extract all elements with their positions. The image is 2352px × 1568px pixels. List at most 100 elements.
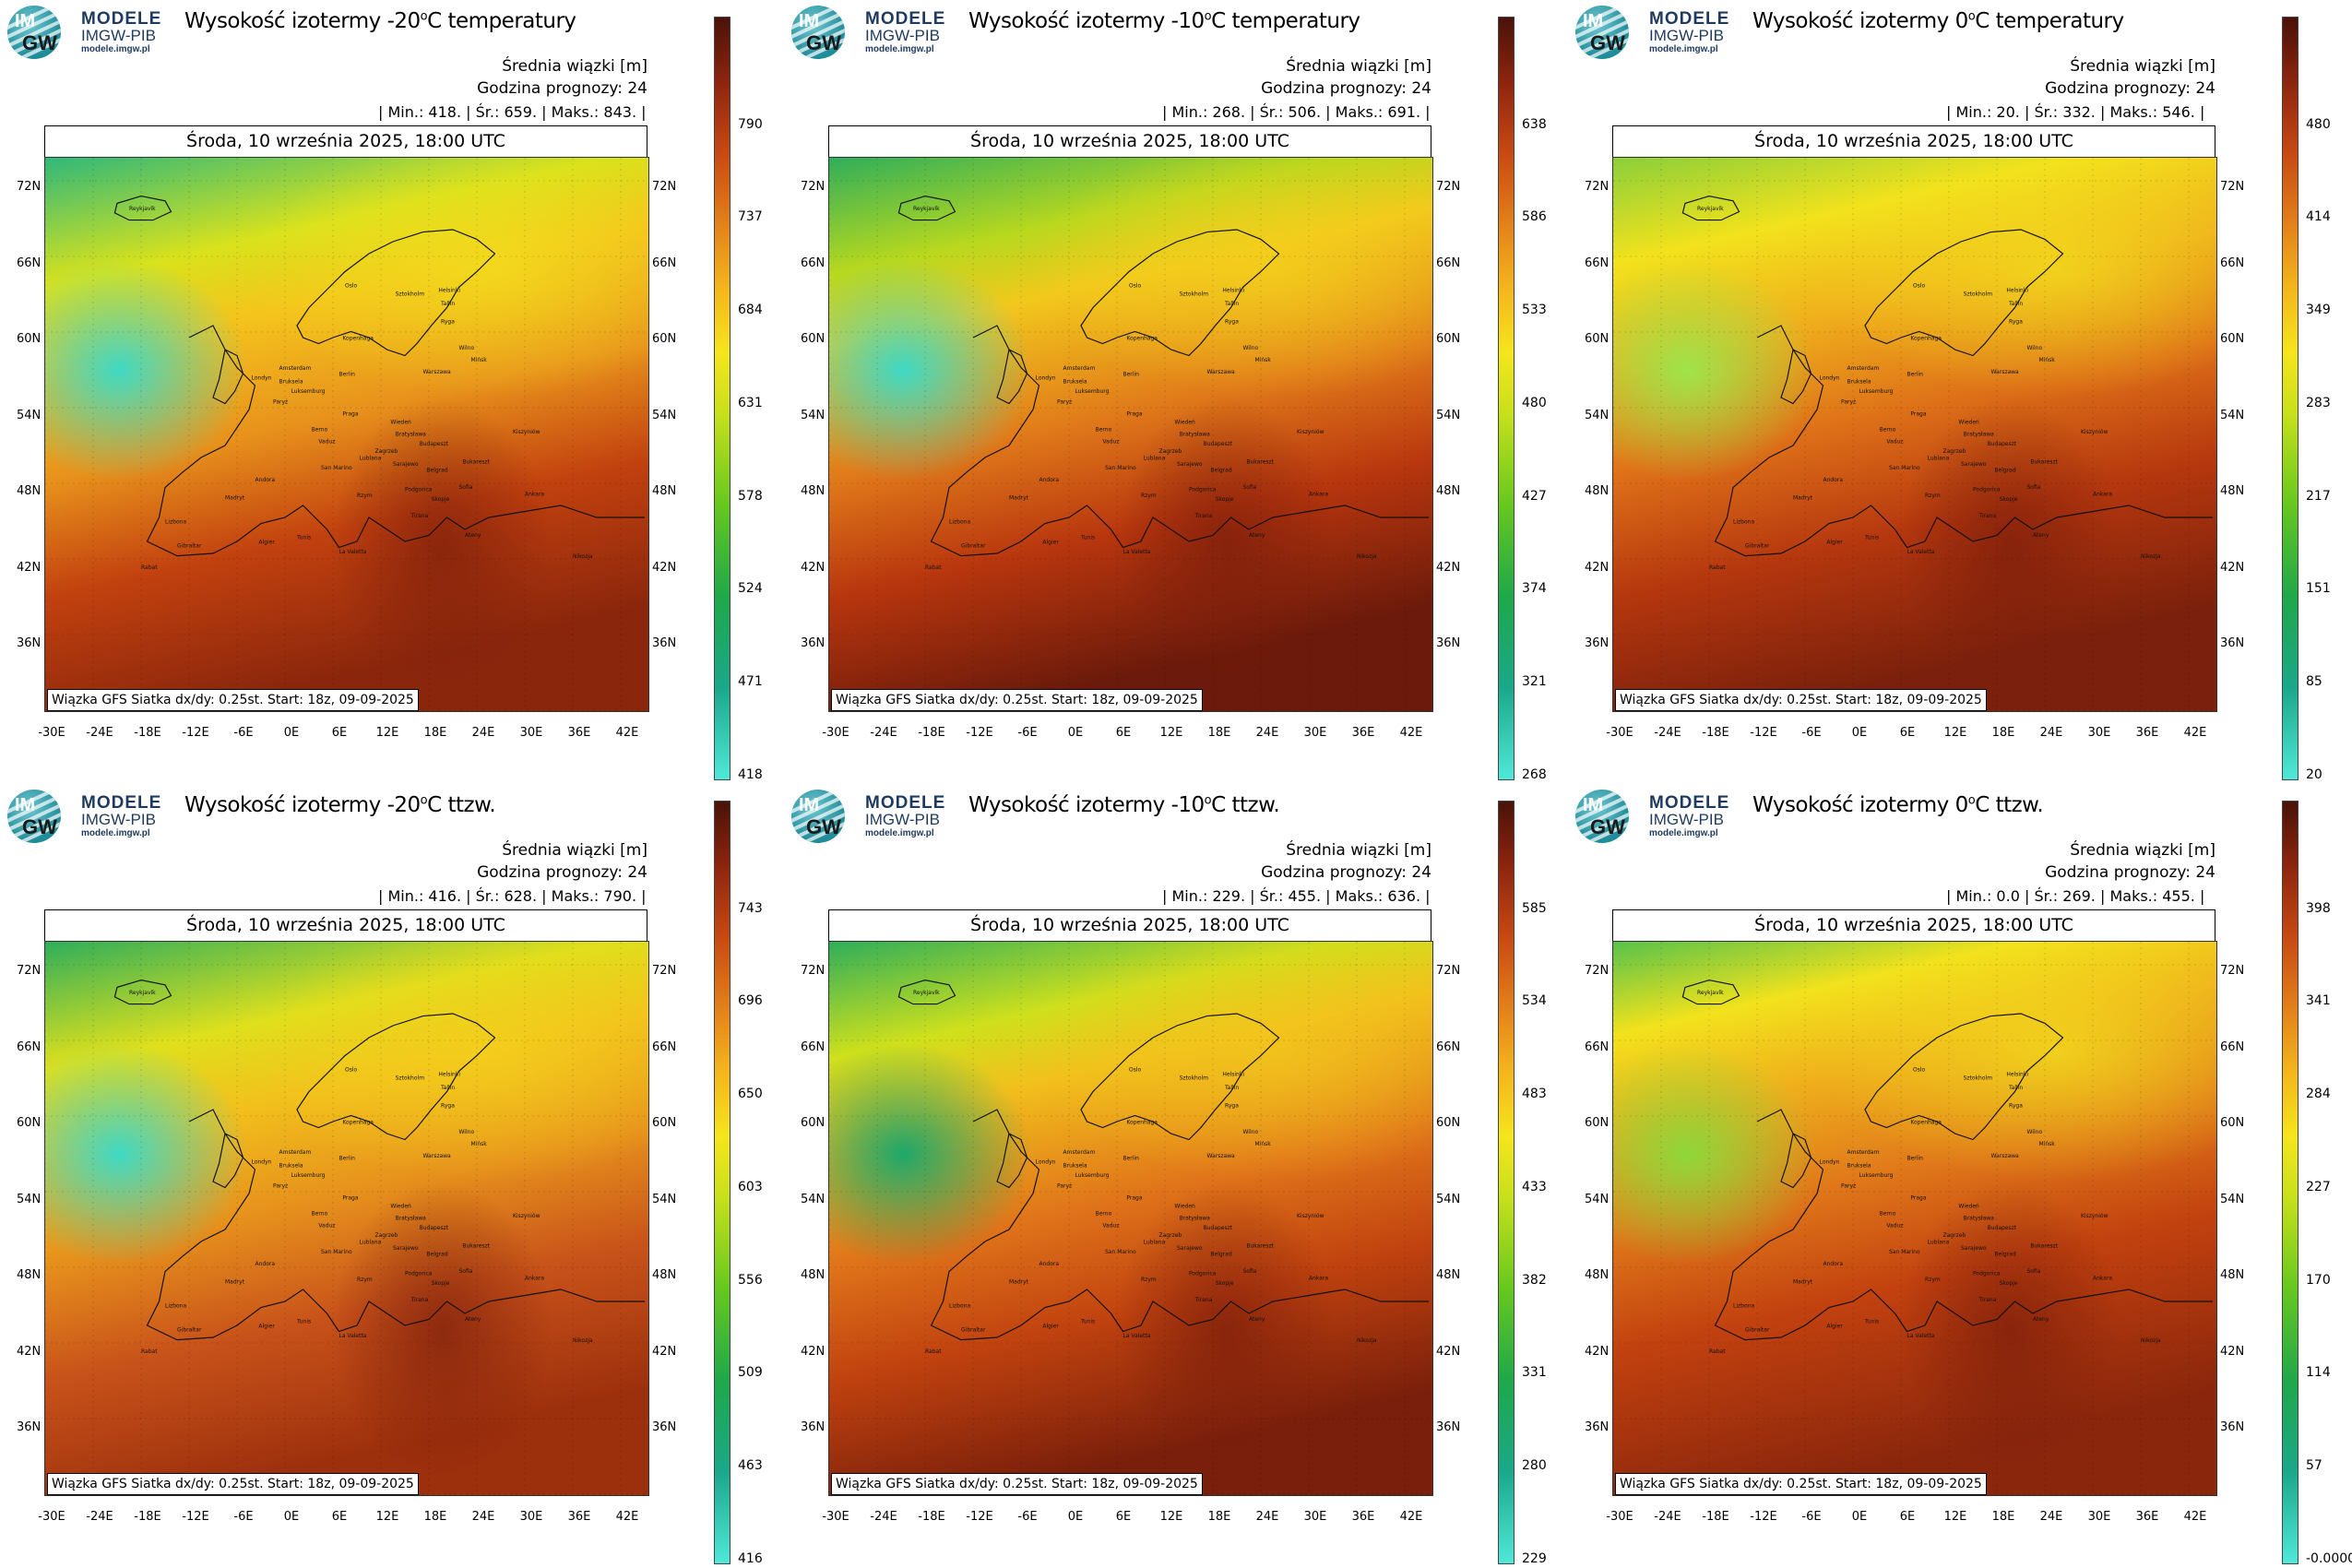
colorbar-tick-label: 483 (1522, 1087, 1547, 1101)
city-label: Londyn (1820, 375, 1840, 382)
city-label: Wilno (459, 345, 475, 351)
stats-line: | Min.: 268. | Śr.: 506. | Maks.: 691. | (1162, 103, 1431, 121)
stats-line: | Min.: 20. | Śr.: 332. | Maks.: 546. | (1946, 103, 2205, 121)
city-label: Ankara (2093, 492, 2112, 498)
colorbar-tick-label: 509 (738, 1365, 763, 1380)
city-label: Praga (1126, 411, 1142, 418)
imgw-logo-emblem: IM GW (1575, 6, 1629, 59)
longitude-label: 42E (615, 726, 639, 740)
city-label: Podgorica (405, 486, 433, 493)
city-label: Belgrad (1210, 468, 1231, 474)
colorbar-tick-label: 114 (2306, 1365, 2331, 1380)
longitude-label: 36E (567, 726, 591, 740)
city-label: Sarajewo (1177, 461, 1203, 468)
longitude-label: 12E (375, 1510, 399, 1524)
city-label: Helsinki (1222, 288, 1244, 294)
colorbar-tick-label: -0.00001 (2306, 1551, 2352, 1566)
city-label: Amsterdam (279, 365, 312, 372)
latitude-label: 60N (801, 332, 826, 346)
city-label: Helsinki (1222, 1072, 1244, 1078)
city-label: Mińsk (1255, 357, 1272, 363)
city-label: Oslo (345, 1066, 358, 1073)
colorbar-tick-label: 398 (2306, 901, 2331, 916)
colorbar-tick-label: 20 (2306, 767, 2322, 782)
latitude-label: 60N (1436, 332, 1461, 346)
city-label: Tirana (410, 513, 429, 519)
city-label: Gibraltar (177, 1327, 202, 1334)
colorbar (1498, 17, 1515, 780)
longitude-label: 0E (283, 1510, 300, 1524)
city-label: Warszawa (1991, 1153, 2020, 1159)
latitude-label: 48N (652, 484, 677, 498)
city-label: Sztokholm (1180, 291, 1209, 298)
colorbar-tick-label: 427 (1522, 489, 1547, 504)
longitude-label: -18E (918, 726, 945, 740)
city-label: Praga (342, 1195, 358, 1202)
city-label: San Marino (321, 1249, 352, 1255)
city-label: Berno (1880, 426, 1896, 433)
city-label: Budapeszt (1204, 441, 1233, 447)
city-label: Luksemburg (291, 1172, 326, 1179)
brand-institute: IMGW-PIB (1649, 811, 1724, 828)
longitude-label: -30E (38, 726, 65, 740)
city-label: Oslo (1129, 282, 1142, 289)
colorbar-tick-label: 790 (738, 117, 763, 132)
city-label: Tunis (1080, 534, 1095, 540)
latitude-label: 72N (801, 180, 826, 194)
brand-url: modele.imgw.pl (1649, 828, 1718, 838)
city-label: Paryż (1841, 399, 1856, 406)
city-label: Wiedeń (1174, 420, 1195, 426)
latitude-label: 66N (1585, 256, 1610, 270)
city-label: Lublana (1144, 456, 1166, 462)
city-label: Rabat (1709, 564, 1726, 571)
city-label: Berlin (339, 1156, 356, 1162)
city-label: Tunis (296, 1318, 311, 1324)
longitude-label: -12E (1750, 726, 1777, 740)
longitude-label: 6E (331, 1510, 348, 1524)
colorbar-tick-label: 268 (1522, 767, 1547, 782)
colorbar-tick-label: 349 (2306, 303, 2331, 317)
city-label: Budapeszt (1988, 1225, 2017, 1231)
longitude-label: 12E (1943, 1510, 1967, 1524)
map-area: Reykjavík Oslo Sztokholm Helsinki Tallin Ryga… (828, 941, 1433, 1496)
city-label: Kopenhaga (1126, 336, 1158, 342)
model-footer: Wiązka GFS Siatka dx/dy: 0.25st. Start: … (831, 1473, 1203, 1495)
longitude-label: -6E (233, 726, 254, 740)
city-label: Andora (1039, 477, 1060, 483)
city-label: Lublana (360, 1240, 382, 1246)
city-label: Lublana (1928, 1240, 1950, 1246)
colorbar-tick-label: 743 (738, 901, 763, 916)
city-label: Mińsk (1255, 1141, 1272, 1147)
colorbar-tick-label: 585 (1522, 901, 1547, 916)
city-label: Belgrad (1994, 1252, 2015, 1258)
imgw-logo: IM GW MODELE IMGW-PIB modele.imgw.pl (7, 790, 173, 845)
longitude-label: 18E (423, 726, 447, 740)
city-label: Ateny (2033, 532, 2049, 539)
latitude-label: 36N (652, 1420, 677, 1434)
city-label: Wilno (2027, 345, 2043, 351)
longitude-label: -18E (1702, 1510, 1729, 1524)
colorbar-tick-label: 416 (738, 1551, 763, 1566)
city-label: Rabat (1709, 1348, 1726, 1355)
city-label: Algier (1042, 1324, 1059, 1330)
city-label: Tallin (1224, 1085, 1239, 1091)
latitude-label: 66N (2220, 256, 2245, 270)
city-label: Sarajewo (1177, 1245, 1203, 1252)
city-label: Paryż (1841, 1183, 1856, 1190)
colorbar-tick-label: 524 (738, 581, 763, 596)
latitude-label: 66N (17, 256, 42, 270)
city-label: Bratysława (1180, 1216, 1211, 1222)
latitude-label: 72N (1436, 964, 1461, 978)
longitude-label: 24E (1255, 726, 1279, 740)
brand-url: modele.imgw.pl (81, 828, 150, 838)
latitude-label: 72N (17, 180, 42, 194)
mean-label: Średnia wiązki [m] (1286, 841, 1431, 860)
longitude-label: 30E (2087, 726, 2111, 740)
city-label: Sztokholm (1964, 291, 1993, 298)
latitude-label: 60N (652, 332, 677, 346)
city-label: Wiedeń (390, 1204, 411, 1210)
forecast-hour: Godzina prognozy: 24 (477, 79, 647, 98)
latitude-label: 42N (652, 1345, 677, 1359)
map-area: Reykjavík Oslo Sztokholm Helsinki Tallin Ryga… (828, 157, 1433, 712)
city-label: Londyn (1036, 1159, 1056, 1166)
